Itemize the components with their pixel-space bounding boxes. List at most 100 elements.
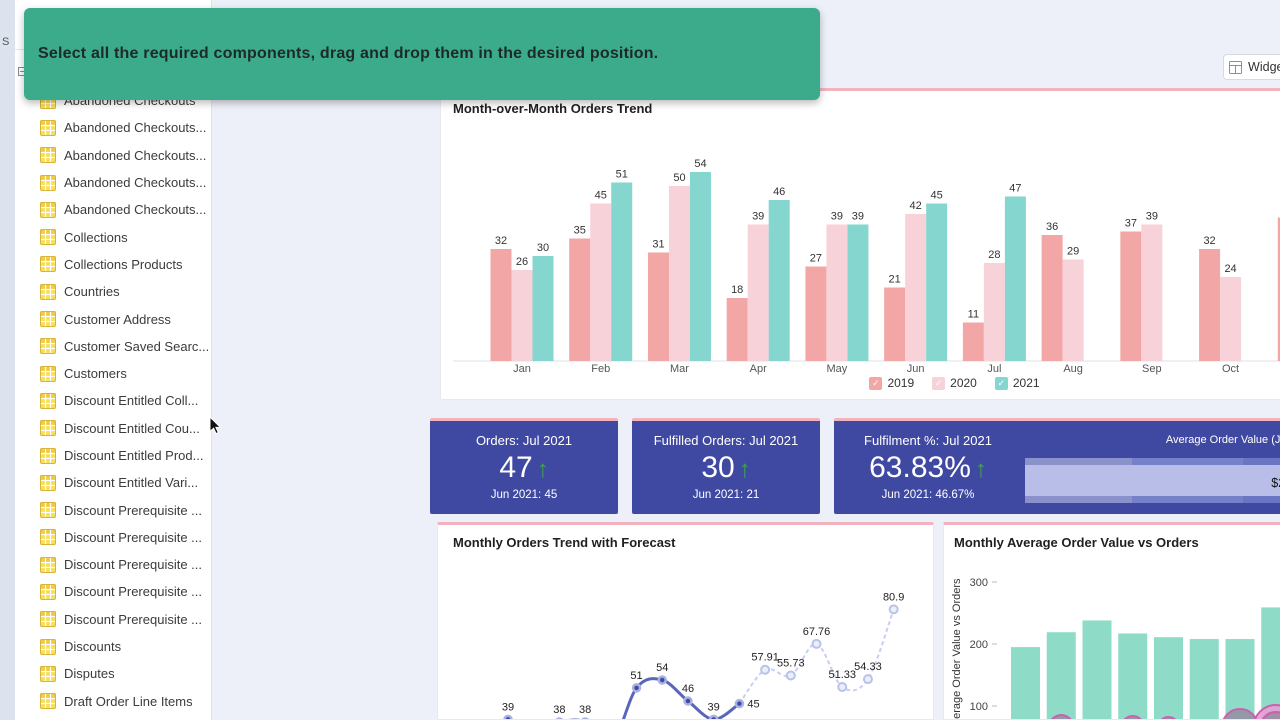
- legend-item-2019[interactable]: ✓ 2019: [869, 376, 914, 390]
- bar-data-label: 39: [831, 211, 843, 223]
- add-widget-button[interactable]: Widget: [1223, 54, 1280, 80]
- tables-list: Abandoned Checkouts Abandoned Checkouts..…: [15, 87, 212, 715]
- bar-data-label: 28: [988, 249, 1000, 261]
- kpi-card[interactable]: Fulfilment %: Jul 2021 63.83% ↑ Jun 2021: 4…: [834, 418, 1022, 514]
- bar-2020-Jun: [905, 214, 927, 361]
- widget-average-order-value[interactable]: Average Order Value (Jul 2021) $230.46 $…: [1018, 418, 1280, 514]
- sidebar-item-table[interactable]: Discount Prerequisite ...: [15, 578, 212, 605]
- x-axis-label: Aug: [1063, 363, 1083, 375]
- point-data-label: 38: [553, 704, 565, 716]
- sidebar-item-table[interactable]: Discount Entitled Cou...: [15, 415, 212, 442]
- sidebar-item-table[interactable]: Customer Address: [15, 305, 212, 332]
- sidebar-item-table[interactable]: Collections Products: [15, 251, 212, 278]
- sidebar-item-table[interactable]: Collections: [15, 223, 212, 250]
- legend-item-2021[interactable]: ✓ 2021: [994, 376, 1040, 390]
- chart-title: Month-over-Month Orders Trend: [453, 101, 653, 116]
- table-icon: [40, 502, 56, 519]
- table-icon: [40, 693, 56, 710]
- kpi-card[interactable]: Orders: Jul 2021 47 ↑ Jun 2021: 45: [430, 418, 618, 514]
- sidebar-item-label: Discount Prerequisite ...: [64, 502, 203, 518]
- sidebar-item-table[interactable]: Customer Saved Searc...: [15, 333, 212, 360]
- chart-legend: ✓ 2019 ✓ 2020 ✓ 2021: [441, 376, 1280, 390]
- forecast-data-label: 57.91: [751, 652, 779, 664]
- bar-2021-Jan: [532, 256, 554, 361]
- actual-point: [581, 717, 589, 719]
- bar-2021-Apr: [768, 200, 790, 361]
- bar-data-label: 35: [574, 225, 586, 237]
- sidebar-item-table[interactable]: Draft Order Line Items: [15, 688, 212, 715]
- sidebar-item-table[interactable]: Abandoned Checkouts...: [15, 142, 212, 169]
- sidebar-item-label: Discount Prerequisite ...: [64, 529, 203, 545]
- legend-checkbox[interactable]: ✓: [932, 376, 946, 390]
- sidebar-item-table[interactable]: Disputes: [15, 660, 212, 687]
- aov-bar: [1011, 647, 1040, 719]
- bar-2019-Apr: [726, 298, 748, 361]
- legend-item-2020[interactable]: ✓ 2020: [932, 376, 977, 390]
- table-icon: [40, 392, 56, 409]
- legend-checkbox[interactable]: ✓: [994, 376, 1008, 390]
- widget-icon: [1229, 60, 1243, 74]
- bar-data-label: 18: [731, 284, 743, 296]
- table-icon: [40, 283, 56, 300]
- actual-point: [708, 714, 719, 719]
- actual-point: [734, 698, 745, 709]
- table-icon: [40, 147, 56, 164]
- kpi-value-row: 30 ↑: [632, 452, 820, 486]
- tables-sidebar: S Abandoned Checkouts Abandoned Checkouts…: [2, 0, 212, 720]
- bar-2020-Sep: [1141, 224, 1163, 361]
- bar-data-label: 29: [1067, 246, 1079, 258]
- bar-2021-May: [847, 224, 869, 361]
- orders-bubble: [1051, 714, 1072, 719]
- bar-2019-Jul: [962, 322, 984, 361]
- sidebar-item-table[interactable]: Discount Entitled Coll...: [15, 387, 212, 414]
- legend-checkbox[interactable]: ✓: [869, 376, 883, 390]
- y-axis-tick: 100: [970, 701, 988, 713]
- aov-bar: [1118, 633, 1148, 719]
- x-axis-label: Jan: [513, 363, 531, 375]
- sidebar-item-table[interactable]: Countries: [15, 278, 212, 305]
- bar-data-label: 50: [673, 172, 685, 184]
- sidebar-item-table[interactable]: Discount Prerequisite ...: [15, 551, 212, 578]
- sidebar-item-table[interactable]: Discount Prerequisite ...: [15, 496, 212, 523]
- bar-data-label: 21: [889, 274, 901, 286]
- aov-bar: [1046, 632, 1076, 719]
- bar-data-label: 32: [1203, 235, 1215, 247]
- sidebar-item-table[interactable]: Discount Entitled Vari...: [15, 469, 212, 496]
- chart-title: Monthly Orders Trend with Forecast: [453, 535, 676, 550]
- x-axis-label: Apr: [750, 363, 767, 375]
- sidebar-item-label: Abandoned Checkouts...: [64, 202, 207, 218]
- kpi-card[interactable]: Fulfilled Orders: Jul 2021 30 ↑ Jun 2021: 2…: [632, 418, 820, 514]
- sidebar-item-table[interactable]: Abandoned Checkouts...: [15, 196, 212, 223]
- aov-vs-orders-chart: 100 200 300 Average Order Value vs Orders: [951, 577, 1280, 719]
- aov-bar: [1225, 639, 1255, 719]
- widget-aov-vs-orders[interactable]: Monthly Average Order Value vs Orders 10…: [943, 522, 1280, 720]
- point-data-label: 39: [502, 701, 514, 713]
- sidebar-item-table[interactable]: Abandoned Checkouts...: [15, 114, 212, 141]
- actual-point: [683, 696, 693, 706]
- tooltip-text: Select all the required components, drag…: [38, 45, 659, 62]
- bar-data-label: 26: [516, 256, 528, 268]
- bar-data-label: 39: [1146, 211, 1158, 223]
- sidebar-item-table[interactable]: Customers: [15, 360, 212, 387]
- kpi-value: 63.83%: [869, 451, 971, 484]
- x-axis-label: May: [827, 363, 848, 375]
- bar-data-label: 45: [931, 190, 943, 202]
- sidebar-item-label: Discount Entitled Cou...: [64, 420, 200, 436]
- bar-data-label: 30: [537, 242, 549, 254]
- sidebar-item-table[interactable]: Discount Prerequisite ...: [15, 606, 212, 633]
- sidebar-item-table[interactable]: Discount Prerequisite ...: [15, 524, 212, 551]
- sidebar-item-table[interactable]: Discounts: [15, 633, 212, 660]
- bullet-target-value: $230.46: [1268, 460, 1280, 472]
- bar-2021-Mar: [689, 172, 711, 361]
- y-axis-tick: 200: [970, 639, 988, 651]
- forecast-point: [862, 674, 873, 685]
- sidebar-item-table[interactable]: Discount Entitled Prod...: [15, 442, 212, 469]
- table-icon: [40, 583, 56, 600]
- legend-label: 2019: [887, 376, 915, 390]
- bar-2020-Aug: [1062, 259, 1084, 361]
- widget-orders-forecast[interactable]: Monthly Orders Trend with Forecast 39 38 3…: [437, 522, 934, 720]
- bar-2020-Jul: [983, 263, 1005, 361]
- widget-mom-orders-trend[interactable]: Month-over-Month Orders Trend Jan 32 26 30 F…: [440, 88, 1280, 400]
- bar-data-label: 39: [752, 211, 764, 223]
- sidebar-item-table[interactable]: Abandoned Checkouts...: [15, 169, 212, 196]
